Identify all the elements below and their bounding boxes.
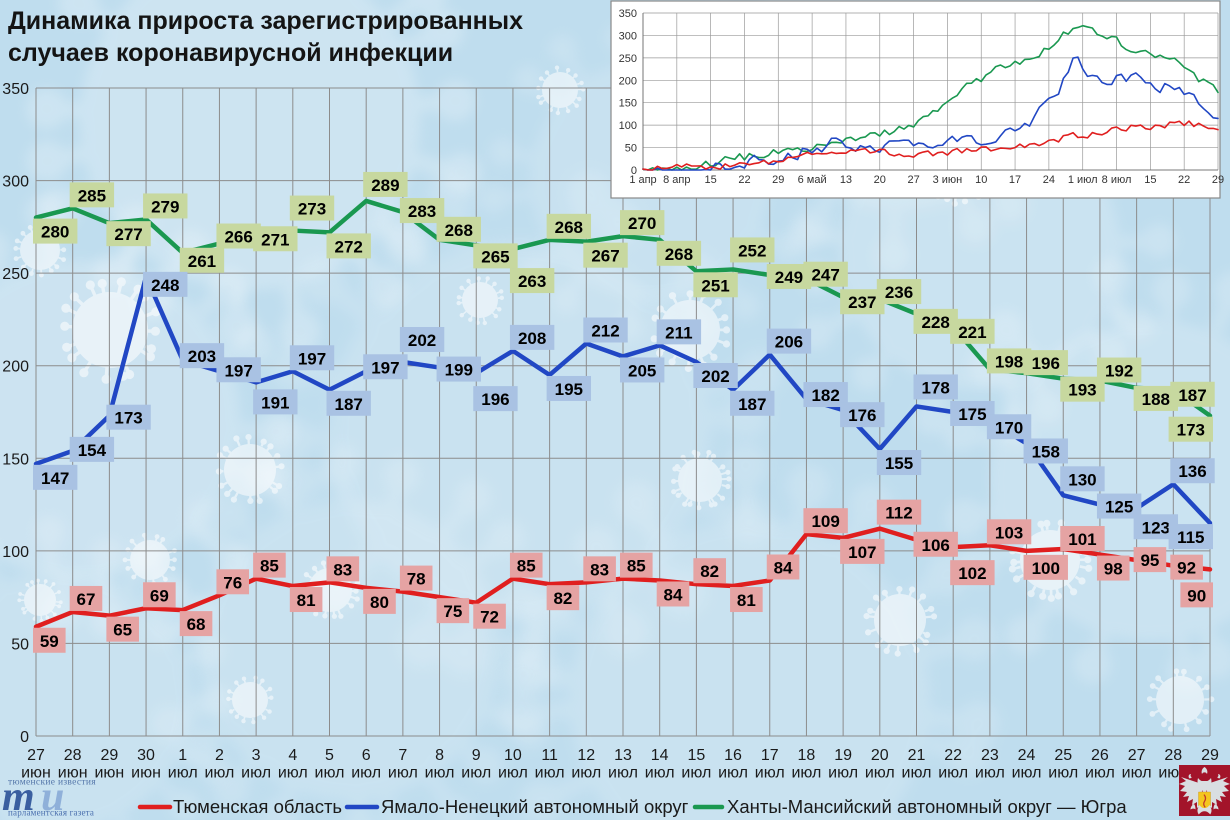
svg-text:парламентская газета: парламентская газета [8, 808, 94, 818]
